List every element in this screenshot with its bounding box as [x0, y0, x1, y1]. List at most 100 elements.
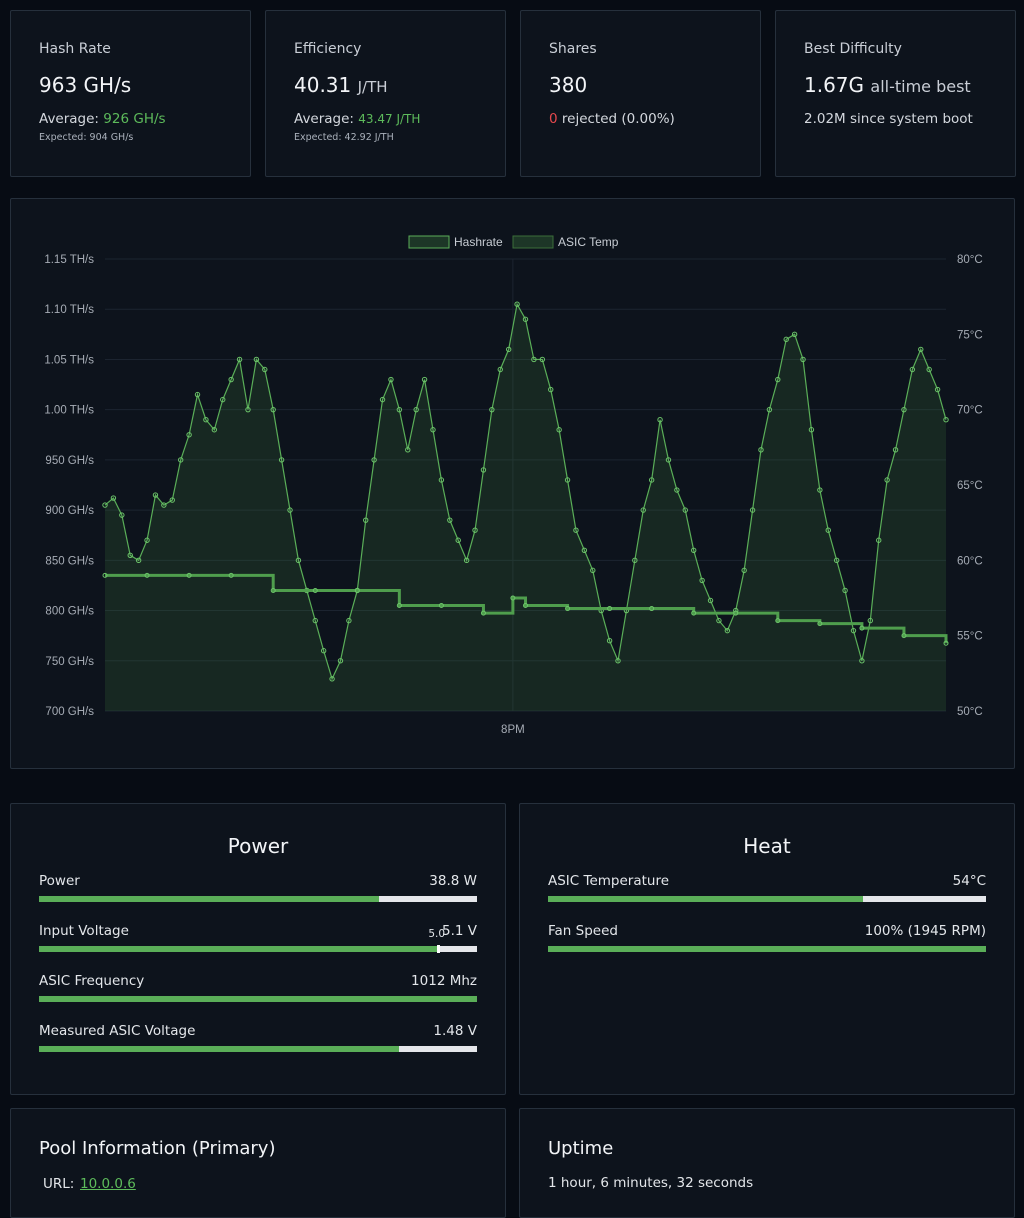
best-difficulty-value: 1.67G all-time best: [804, 73, 971, 97]
hashrate-point: [497, 366, 503, 373]
hashrate-point: [379, 396, 386, 403]
hashrate-point: [926, 366, 932, 373]
hashrate-point: [203, 417, 209, 423]
hashrate-point: [463, 557, 470, 564]
legend-label-asic-temp: ASIC Temp: [558, 235, 619, 249]
hashrate-point: [363, 517, 369, 523]
hashrate-point: [228, 376, 234, 383]
hashrate-point: [262, 366, 268, 373]
asic-temp-point: [312, 587, 318, 593]
hashrate-point: [674, 487, 680, 493]
power-progress-track: [39, 996, 477, 1002]
hashrate-point: [396, 406, 403, 413]
y-left-tick-label: 1.15 TH/s: [44, 254, 94, 266]
hashrate-point: [102, 502, 108, 508]
asic-temp-point: [901, 633, 907, 639]
y-left-tick-label: 750 GH/s: [45, 656, 94, 668]
power-row-label: Measured ASIC Voltage: [39, 1023, 196, 1039]
asic-temp-point: [649, 606, 655, 612]
hashrate-point: [564, 477, 571, 483]
asic-temp-point: [270, 587, 276, 593]
hashrate-point: [707, 597, 714, 604]
hashrate-point: [876, 537, 882, 543]
hashrate-point: [220, 396, 226, 403]
uptime-card: Uptime 1 hour, 6 minutes, 32 seconds: [519, 1108, 1015, 1218]
y-right-tick-label: 75°C: [957, 329, 983, 341]
hashrate-point: [606, 637, 613, 644]
hashrate-point: [817, 487, 823, 493]
hashrate-point: [119, 512, 125, 518]
hashrate-point: [438, 477, 445, 483]
hashrate-point: [287, 507, 293, 513]
hashrate-point: [640, 507, 646, 513]
hashrate-label: Hash Rate: [39, 41, 111, 57]
power-row-0: Power 38.8 W: [39, 873, 477, 909]
asic-temp-point: [817, 621, 823, 627]
asic-temp-point: [354, 587, 360, 593]
hashrate-point: [775, 376, 781, 383]
power-progress-track: [39, 896, 477, 902]
power-progress-fill: [39, 896, 379, 902]
hashrate-point: [144, 537, 150, 543]
y-right-tick-label: 55°C: [957, 631, 983, 643]
power-title: Power: [227, 834, 289, 858]
heat-row-value: 100% (1945 RPM): [864, 923, 986, 939]
hashrate-point: [447, 517, 453, 523]
power-nominal-marker-label: 5.0: [428, 928, 446, 940]
hashrate-point: [135, 557, 142, 564]
hashrate-point: [859, 658, 865, 664]
hashrate-point: [741, 567, 747, 574]
shares-rejected: 0 rejected (0.00%): [549, 111, 675, 127]
hashrate-point: [833, 557, 840, 564]
heat-progress-fill: [548, 946, 986, 952]
best-difficulty-card: Best Difficulty 1.67G all-time best 2.02…: [775, 10, 1016, 177]
power-progress-fill: [39, 996, 477, 1002]
hashrate-point: [850, 627, 857, 634]
hashrate-point: [691, 547, 697, 553]
hashrate-point: [808, 427, 815, 433]
hashrate-point: [749, 507, 756, 513]
shares-label: Shares: [549, 41, 597, 57]
hashrate-point: [766, 406, 773, 413]
hashrate-average: Average: 926 GH/s: [39, 111, 166, 127]
hashrate-point: [295, 557, 302, 564]
hashrate-point: [278, 457, 285, 463]
power-progress-track: 5.0: [39, 928, 477, 953]
hashrate-chart: 700 GH/s 750 GH/s 800 GH/s 850 GH/s 900 GH/s…: [44, 235, 983, 736]
hashrate-point: [573, 527, 579, 533]
heat-progress-track: [548, 946, 986, 952]
hashrate-point: [825, 527, 831, 533]
y-right-tick-label: 65°C: [957, 480, 983, 492]
hashrate-point: [186, 432, 192, 438]
y-right-tick-label: 60°C: [957, 555, 983, 567]
legend-swatch-hashrate: [408, 235, 450, 249]
heat-progress-fill: [548, 896, 864, 902]
asic-temp-point: [186, 572, 192, 578]
hashrate-point: [194, 391, 201, 398]
hashrate-point: [270, 406, 276, 413]
hashrate-point: [346, 617, 352, 624]
y-left-tick-label: 700 GH/s: [45, 706, 94, 718]
y-left-tick-label: 1.05 TH/s: [44, 354, 94, 366]
hashrate-point: [892, 447, 899, 453]
hashrate-point: [909, 366, 916, 373]
hashrate-point: [615, 658, 621, 664]
hashrate-point: [337, 658, 344, 664]
shares-card: Shares 380 0 rejected (0.00%): [520, 10, 761, 177]
pool-url-link[interactable]: 10.0.0.6: [80, 1176, 136, 1192]
hashrate-point: [548, 386, 554, 393]
y-left-tick-label: 950 GH/s: [45, 455, 94, 467]
y-left-tick-label: 1.10 TH/s: [44, 304, 94, 316]
best-difficulty-label: Best Difficulty: [804, 41, 902, 57]
efficiency-expected: Expected: 42.92 J/TH: [294, 132, 394, 143]
hashrate-point: [800, 356, 806, 363]
hashrate-point: [245, 406, 251, 413]
hashrate-point: [455, 537, 461, 543]
power-row-1: Input Voltage 5.1 V 5.0: [39, 923, 477, 959]
hashrate-point: [682, 507, 688, 513]
power-nominal-marker: [436, 945, 440, 953]
hashrate-point: [783, 336, 789, 343]
legend-label-hashrate: Hashrate: [454, 235, 503, 249]
efficiency-label: Efficiency: [294, 41, 362, 57]
hashrate-point: [236, 356, 243, 363]
